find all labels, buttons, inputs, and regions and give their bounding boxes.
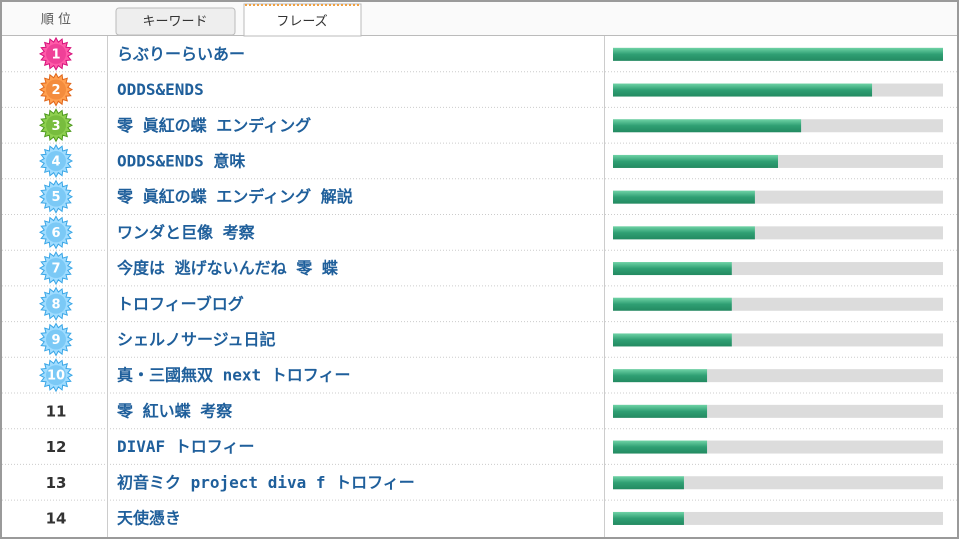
rank-badge-core	[46, 365, 66, 386]
phrase-link[interactable]: シェルノサージュ日記	[117, 330, 276, 349]
bar	[613, 226, 755, 240]
bar	[613, 190, 755, 204]
rank-badge	[38, 143, 74, 179]
rank-badge	[38, 36, 74, 71]
bar	[613, 333, 732, 347]
phrase-link[interactable]: ワンダと巨像 考察	[117, 223, 256, 242]
phrase-link[interactable]: 真・三國無双 next トロフィー	[117, 366, 350, 385]
rank-badge	[38, 215, 74, 250]
rank-number: 4	[51, 154, 60, 169]
bar	[613, 404, 708, 418]
rank-number: 9	[51, 333, 60, 348]
bar	[613, 83, 873, 97]
bar-track	[613, 511, 943, 525]
bar	[613, 262, 732, 276]
rank-number: 11	[46, 402, 67, 420]
rank-badge-core	[46, 186, 66, 207]
phrase-link[interactable]: 零 紅い蝶 考察	[116, 401, 233, 420]
rank-number: 3	[51, 119, 60, 134]
bar	[613, 369, 708, 383]
rank-badge	[38, 251, 74, 286]
phrase-link[interactable]: 零 眞紅の蝶 エンディング	[116, 116, 311, 135]
phrase-link[interactable]: 天使憑き	[117, 508, 181, 527]
bar	[613, 47, 943, 61]
rank-badge	[38, 72, 74, 107]
phrase-link[interactable]: DIVAF トロフィー	[117, 437, 254, 456]
rank-number: 8	[51, 297, 60, 312]
phrase-link[interactable]: ODDS&ENDS 意味	[117, 151, 245, 170]
rank-badge	[38, 108, 74, 143]
rank-number: 7	[51, 262, 60, 277]
rank-number: 2	[51, 83, 60, 98]
phrase-link[interactable]: らぶりーらいあー	[117, 44, 245, 63]
rank-badge-core	[46, 150, 66, 171]
rank-badge	[38, 322, 74, 357]
rank-number: 6	[51, 226, 60, 241]
phrase-link[interactable]: 今度は 逃げないんだね 零 蝶	[116, 259, 339, 278]
rank-number: 14	[46, 509, 67, 527]
rank-number: 1	[51, 47, 60, 62]
tab-label[interactable]: フレーズ	[276, 14, 327, 30]
rank-number: 12	[46, 438, 67, 456]
tab-label[interactable]: キーワード	[142, 15, 207, 30]
rank-badge-core	[46, 43, 66, 64]
rank-badge	[38, 358, 74, 393]
rank-badge-core	[46, 258, 66, 279]
phrase-link[interactable]: トロフィーブログ	[117, 294, 244, 313]
bar	[613, 154, 778, 168]
bar	[613, 476, 684, 490]
phrase-link[interactable]: 零 眞紅の蝶 エンディング 解説	[116, 187, 353, 206]
phrase-link[interactable]: 初音ミク project diva f トロフィー	[117, 473, 415, 492]
rank-badge-core	[46, 329, 66, 350]
rank-number: 10	[47, 369, 65, 384]
rank-header: 順 位	[41, 13, 71, 28]
rank-badge-core	[46, 293, 66, 314]
phrase-link[interactable]: ODDS&ENDS	[117, 80, 204, 99]
rank-badge-core	[46, 115, 66, 136]
bar	[613, 440, 708, 454]
bar-track	[613, 476, 943, 490]
rank-badge-core	[46, 222, 66, 243]
rank-number: 13	[46, 474, 67, 492]
bar	[613, 511, 684, 525]
tab-active[interactable]	[243, 3, 362, 37]
bar	[613, 297, 732, 311]
rank-number: 5	[51, 190, 60, 205]
bar	[613, 119, 802, 133]
rank-badge	[38, 179, 74, 214]
rank-badge-core	[46, 79, 66, 100]
rank-badge	[38, 286, 74, 321]
